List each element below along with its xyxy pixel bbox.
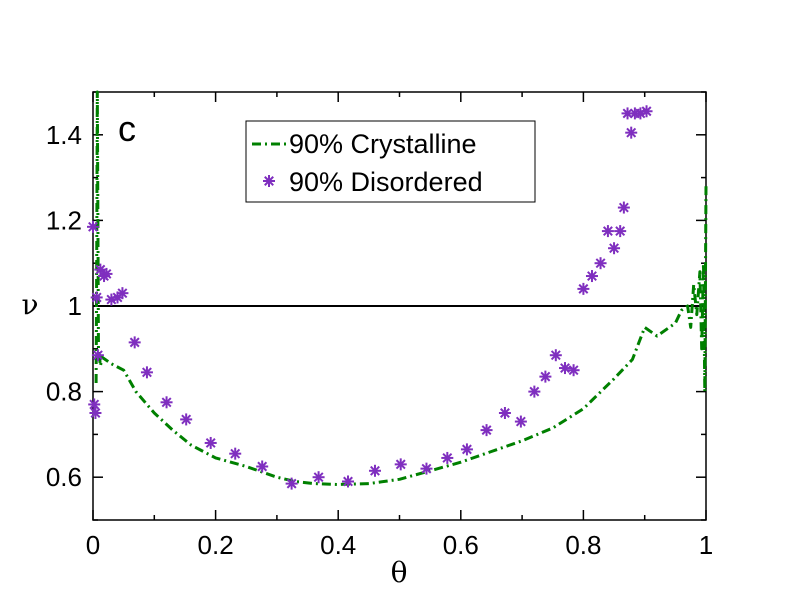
x-tick-label: 0 <box>86 530 100 560</box>
series-disordered-point <box>608 242 621 255</box>
series-disordered-point <box>312 471 325 484</box>
series-disordered-point <box>514 415 527 428</box>
series-disordered-point <box>601 225 614 238</box>
series-disordered-point <box>617 201 630 214</box>
series-disordered-point <box>368 464 381 477</box>
y-axis-label: ν <box>21 288 38 321</box>
series-disordered-point <box>87 220 99 233</box>
y-tick-label: 1.4 <box>46 120 82 150</box>
series-disordered-point <box>585 270 598 283</box>
series-disordered-point <box>567 364 580 377</box>
series-disordered-point <box>460 443 473 456</box>
series-disordered-point <box>140 366 153 379</box>
y-tick-label: 1.2 <box>46 205 82 235</box>
series-disordered-point <box>285 477 298 490</box>
series-disordered-point <box>480 424 493 437</box>
series-disordered-point <box>342 475 355 488</box>
y-tick-label: 1 <box>68 291 82 321</box>
series-disordered-point <box>91 349 104 362</box>
x-tick-label: 0.4 <box>320 530 356 560</box>
legend-disordered-label: 90% Disordered <box>289 167 483 197</box>
x-tick-label: 0.6 <box>443 530 479 560</box>
x-axis-label: θ <box>391 556 408 589</box>
x-tick-label: 1 <box>699 530 713 560</box>
series-disordered-point <box>594 257 607 270</box>
series-disordered-point <box>88 398 101 411</box>
series-disordered-point <box>160 396 173 409</box>
series-disordered-point <box>420 462 433 475</box>
y-tick-label: 0.8 <box>46 377 82 407</box>
series-disordered-point <box>640 105 653 118</box>
legend-crystalline-label: 90% Crystalline <box>289 129 477 159</box>
series-disordered-point <box>90 291 103 304</box>
legend-disordered-swatch <box>263 175 275 187</box>
series-disordered-point <box>394 458 407 471</box>
series-disordered-point <box>577 282 590 295</box>
series-disordered-point <box>549 349 562 362</box>
series-disordered-point <box>204 436 217 449</box>
legend-box <box>245 120 536 203</box>
series-disordered-point <box>441 451 454 464</box>
series-disordered-point <box>625 126 638 139</box>
legend: 90% Crystalline 90% Disordered <box>245 120 536 203</box>
series-disordered-point <box>100 267 113 280</box>
y-tick-label: 0.6 <box>46 462 82 492</box>
series-disordered-point <box>559 362 572 375</box>
series-disordered-point <box>128 336 141 349</box>
panel-label: c <box>118 108 136 149</box>
series-disordered-point <box>180 413 193 426</box>
x-tick-label: 0.8 <box>565 530 601 560</box>
series-disordered-point <box>256 460 269 473</box>
series-disordered-point <box>539 370 552 383</box>
x-tick-label: 0.2 <box>198 530 234 560</box>
series-disordered-point <box>229 447 242 460</box>
series-disordered-point <box>498 407 511 419</box>
series-disordered-point <box>116 287 129 300</box>
series-disordered-point <box>89 407 102 419</box>
series-disordered-point <box>528 385 541 398</box>
series-crystalline-line <box>94 90 708 486</box>
series-disordered-point <box>614 225 627 238</box>
